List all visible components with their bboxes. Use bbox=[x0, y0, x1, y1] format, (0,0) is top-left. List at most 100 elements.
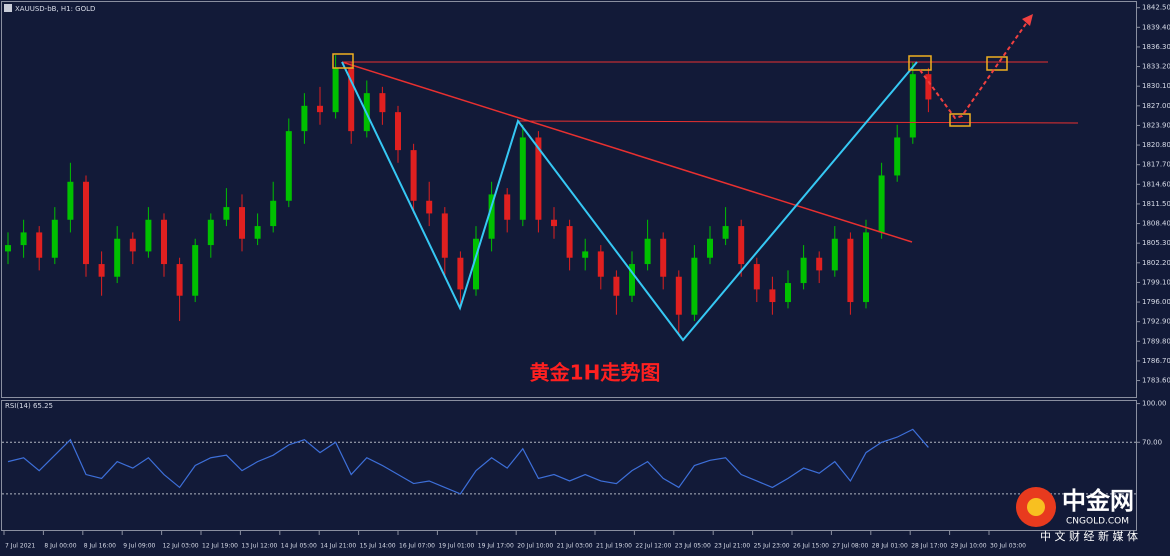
arrow-head bbox=[1022, 14, 1033, 26]
candle-body bbox=[83, 181, 89, 265]
x-tick-label: 7 Jul 2021 bbox=[5, 543, 35, 550]
y-tick-label: 1799.10 bbox=[1142, 278, 1170, 286]
candle-body bbox=[551, 219, 557, 227]
y-tick-label: 1830.10 bbox=[1142, 82, 1170, 90]
marks: 1842.50 1839.40 1836.30 1833.20 1830.10 1827.… bbox=[2, 4, 1170, 550]
highlight-box bbox=[986, 56, 1008, 71]
y-tick-label: 1786.70 bbox=[1142, 357, 1170, 365]
candle-body bbox=[644, 238, 651, 265]
neckline bbox=[517, 120, 1079, 124]
candle-body bbox=[722, 226, 729, 239]
candle-body bbox=[597, 251, 604, 277]
candle-body bbox=[285, 131, 292, 201]
candle-body bbox=[20, 232, 27, 246]
candle-body bbox=[51, 219, 58, 258]
candle-body bbox=[270, 200, 277, 227]
candle-body bbox=[379, 93, 386, 113]
candle-body bbox=[410, 150, 417, 201]
y-tick-label: 1833.20 bbox=[1142, 63, 1170, 71]
chart-title: XAUUSD-bB, H1: GOLD bbox=[15, 5, 95, 13]
candle-body bbox=[613, 276, 620, 296]
candle-body bbox=[98, 264, 105, 277]
annotation: 黄金1H走势图 bbox=[530, 361, 661, 385]
candle-body bbox=[738, 226, 745, 265]
x-tick-label: 8 Jul 00:00 bbox=[44, 543, 76, 550]
candle-body bbox=[488, 194, 495, 239]
candle-body bbox=[176, 264, 183, 296]
y-tick-label: 1814.60 bbox=[1142, 180, 1170, 188]
x-tick-label: 19 Jul 01:00 bbox=[438, 543, 474, 550]
x-tick-label: 14 Jul 21:00 bbox=[320, 543, 356, 550]
y-tick-label: 1827.00 bbox=[1142, 102, 1170, 110]
candle-body bbox=[925, 74, 932, 100]
y-tick-label: 1842.50 bbox=[1142, 4, 1170, 12]
candle-body bbox=[223, 207, 230, 220]
y-tick-label: 1811.50 bbox=[1142, 200, 1170, 208]
y-tick-label: 1820.80 bbox=[1142, 141, 1170, 149]
x-tick-label: 28 Jul 17:00 bbox=[911, 543, 947, 550]
x-tick-label: 20 Jul 10:00 bbox=[517, 543, 553, 550]
candle-body bbox=[161, 219, 167, 265]
candle-body bbox=[317, 105, 323, 113]
candle-body bbox=[785, 283, 791, 303]
logo-tagline: 中 文 财 经 新 媒 体 bbox=[1040, 529, 1138, 543]
x-tick-label: 23 Jul 21:00 bbox=[714, 543, 750, 550]
candle-body bbox=[332, 67, 339, 113]
candle-body bbox=[878, 175, 885, 233]
x-tick-label: 9 Jul 09:00 bbox=[123, 543, 155, 550]
candle-body bbox=[519, 137, 526, 220]
rsi-tick-label: 100.00 bbox=[1142, 400, 1167, 408]
y-tick-label: 1796.00 bbox=[1142, 298, 1170, 306]
x-tick-label: 23 Jul 05:00 bbox=[675, 543, 711, 550]
logo: 中金网 CNGOLD.COM 中 文 财 经 新 媒 体 bbox=[1016, 487, 1138, 543]
highlight-box bbox=[949, 113, 971, 127]
candle-body bbox=[192, 245, 199, 296]
candle-body bbox=[582, 251, 589, 258]
trend-line bbox=[341, 61, 913, 243]
symbol-icon bbox=[4, 4, 12, 12]
rsi-line bbox=[7, 428, 929, 495]
candle-body bbox=[847, 238, 854, 303]
x-tick-label: 13 Jul 12:00 bbox=[241, 543, 277, 550]
x-tick-label: 30 Jul 03:00 bbox=[990, 543, 1026, 550]
candle-body bbox=[629, 264, 635, 296]
candle-body bbox=[301, 105, 308, 132]
x-tick-label: 26 Jul 15:00 bbox=[793, 543, 829, 550]
y-tick-label: 1802.20 bbox=[1142, 259, 1170, 267]
x-tick-label: 14 Jul 05:00 bbox=[281, 543, 317, 550]
rsi-tick-label: 70.00 bbox=[1142, 438, 1162, 446]
x-tick-label: 8 Jul 16:00 bbox=[84, 543, 116, 550]
main-panel bbox=[1, 1, 1137, 398]
x-tick-label: 29 Jul 10:00 bbox=[951, 543, 987, 550]
candle-body bbox=[473, 238, 479, 290]
y-tick-label: 1817.70 bbox=[1142, 161, 1170, 169]
candle-body bbox=[426, 200, 433, 214]
candle-body bbox=[348, 67, 355, 132]
candle-body bbox=[566, 226, 573, 258]
candle-body bbox=[909, 74, 916, 138]
candle-body bbox=[207, 219, 214, 246]
x-tick-label: 15 Jul 14:00 bbox=[360, 543, 396, 550]
logo-name: 中金网 bbox=[1062, 487, 1134, 515]
rsi-label: RSI(14) 65.25 bbox=[5, 402, 53, 410]
candle-body bbox=[254, 226, 261, 239]
candle-body bbox=[114, 238, 121, 277]
x-tick-label: 12 Jul 19:00 bbox=[202, 543, 238, 550]
candle-body bbox=[800, 257, 807, 284]
candle-body bbox=[441, 213, 448, 258]
y-tick-label: 1836.30 bbox=[1142, 43, 1170, 51]
y-tick-label: 1823.90 bbox=[1142, 121, 1170, 129]
y-tick-label: 1839.40 bbox=[1142, 23, 1170, 31]
candle-body bbox=[129, 238, 136, 252]
candle-body bbox=[36, 232, 43, 258]
candle-body bbox=[894, 137, 901, 176]
candle-body bbox=[457, 257, 464, 290]
y-tick-label: 1808.40 bbox=[1142, 220, 1170, 228]
zigzag bbox=[341, 61, 918, 342]
x-tick-label: 28 Jul 01:00 bbox=[872, 543, 908, 550]
candle-body bbox=[675, 276, 682, 315]
highlight-box bbox=[332, 53, 354, 69]
candle-body bbox=[660, 238, 667, 277]
x-tick-label: 21 Jul 19:00 bbox=[596, 543, 632, 550]
